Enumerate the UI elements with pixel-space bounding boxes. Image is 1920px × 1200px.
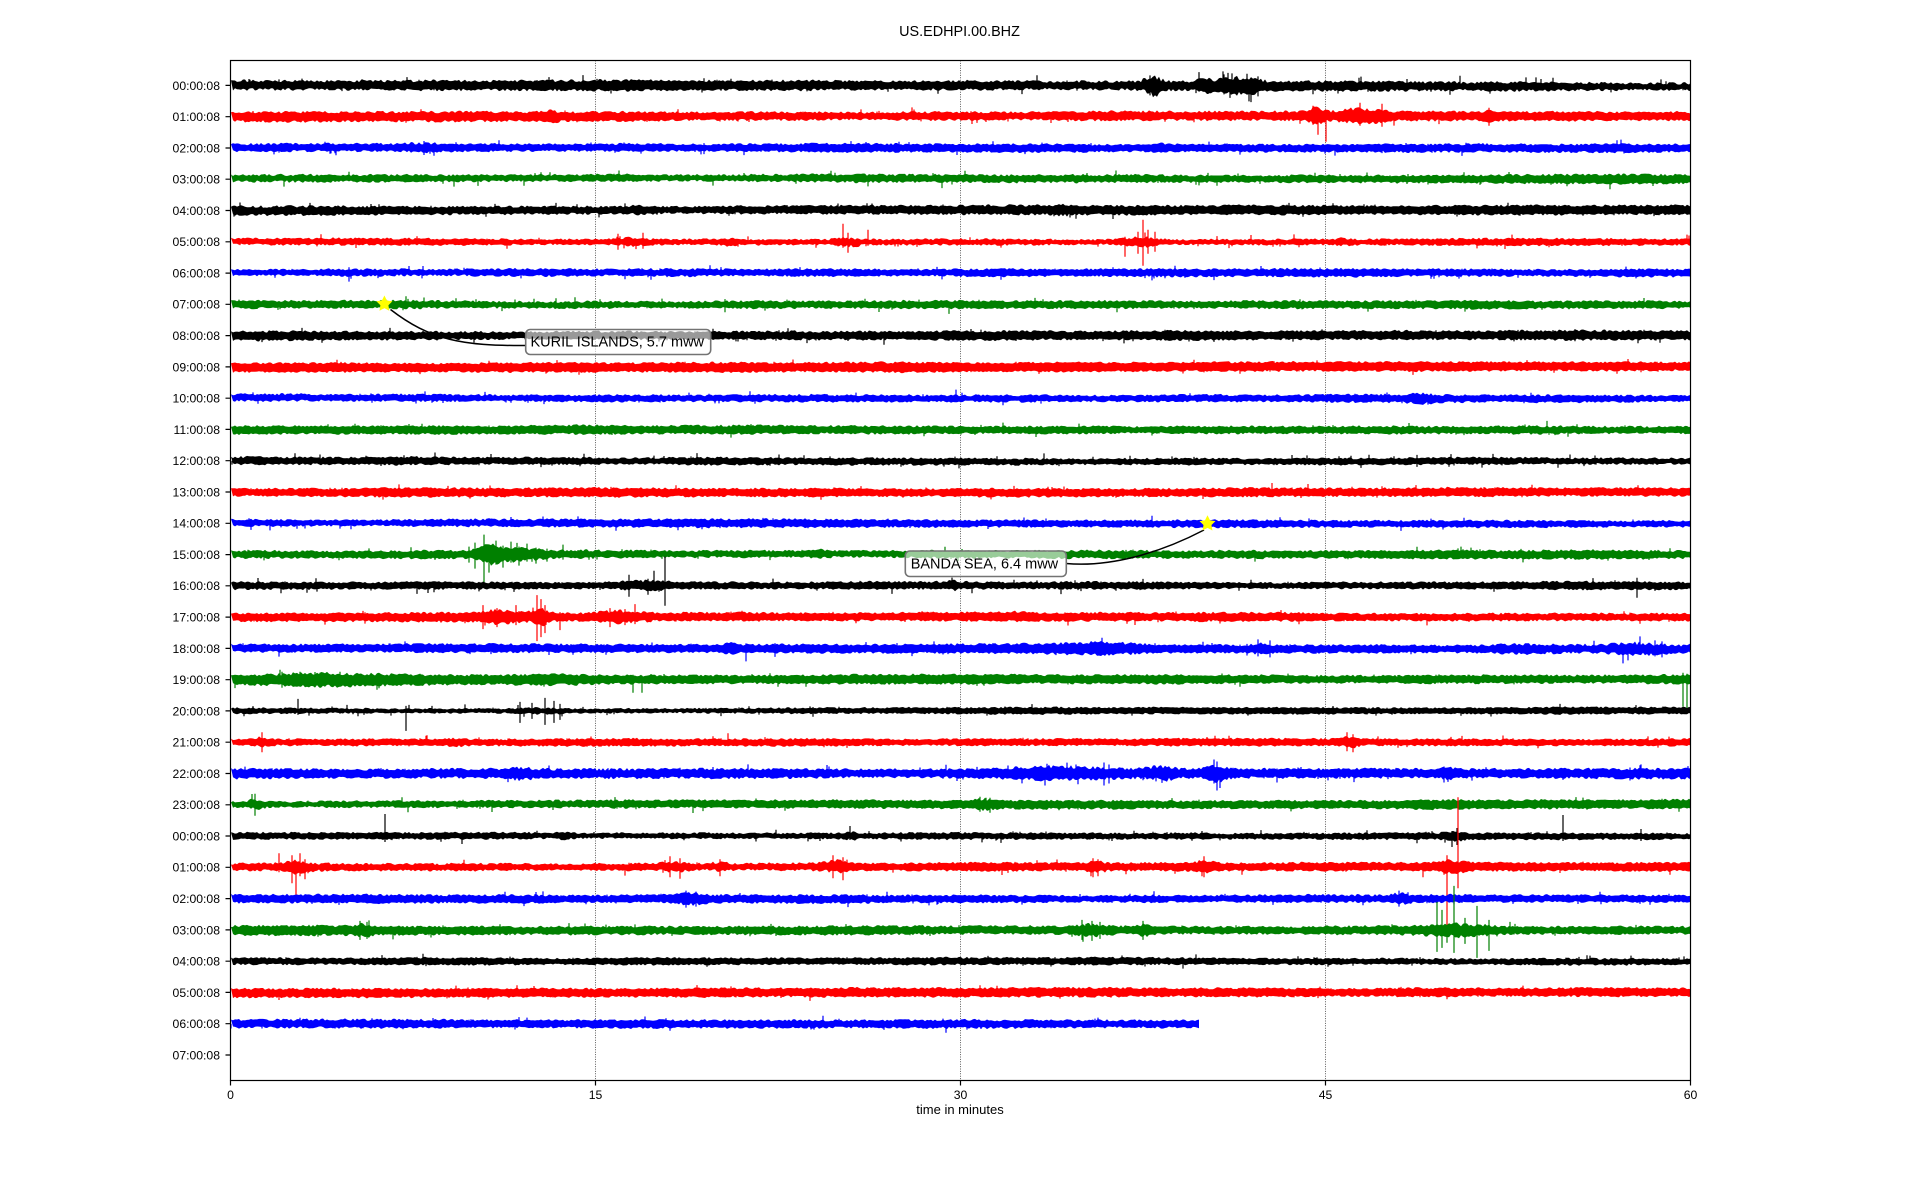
svg-text:04:00:08: 04:00:08 xyxy=(173,955,221,969)
svg-text:03:00:08: 03:00:08 xyxy=(173,173,221,187)
svg-text:US.EDHPI.00.BHZ: US.EDHPI.00.BHZ xyxy=(899,24,1020,40)
svg-text:23:00:08: 23:00:08 xyxy=(173,798,221,812)
svg-text:45: 45 xyxy=(1319,1088,1333,1102)
svg-text:12:00:08: 12:00:08 xyxy=(173,454,221,468)
svg-text:00:00:08: 00:00:08 xyxy=(173,829,221,843)
svg-text:08:00:08: 08:00:08 xyxy=(173,329,221,343)
svg-text:22:00:08: 22:00:08 xyxy=(173,767,221,781)
svg-text:19:00:08: 19:00:08 xyxy=(173,673,221,687)
svg-text:30: 30 xyxy=(954,1088,968,1102)
svg-text:time in minutes: time in minutes xyxy=(916,1102,1004,1117)
svg-text:15:00:08: 15:00:08 xyxy=(173,548,221,562)
svg-text:06:00:08: 06:00:08 xyxy=(173,1017,221,1031)
svg-text:15: 15 xyxy=(589,1088,603,1102)
svg-text:KURIL ISLANDS, 5.7 mww: KURIL ISLANDS, 5.7 mww xyxy=(531,334,705,350)
svg-text:13:00:08: 13:00:08 xyxy=(173,485,221,499)
svg-text:07:00:08: 07:00:08 xyxy=(173,1048,221,1062)
svg-text:17:00:08: 17:00:08 xyxy=(173,611,221,625)
svg-text:00:00:08: 00:00:08 xyxy=(173,79,221,93)
svg-text:07:00:08: 07:00:08 xyxy=(173,298,221,312)
svg-text:14:00:08: 14:00:08 xyxy=(173,517,221,531)
svg-text:09:00:08: 09:00:08 xyxy=(173,360,221,374)
svg-text:60: 60 xyxy=(1684,1088,1698,1102)
svg-text:0: 0 xyxy=(227,1088,234,1102)
svg-text:02:00:08: 02:00:08 xyxy=(173,141,221,155)
svg-text:03:00:08: 03:00:08 xyxy=(173,923,221,937)
svg-text:01:00:08: 01:00:08 xyxy=(173,110,221,124)
svg-text:04:00:08: 04:00:08 xyxy=(173,204,221,218)
svg-text:10:00:08: 10:00:08 xyxy=(173,392,221,406)
svg-text:02:00:08: 02:00:08 xyxy=(173,892,221,906)
svg-text:20:00:08: 20:00:08 xyxy=(173,704,221,718)
svg-text:21:00:08: 21:00:08 xyxy=(173,736,221,750)
svg-text:01:00:08: 01:00:08 xyxy=(173,861,221,875)
svg-text:05:00:08: 05:00:08 xyxy=(173,986,221,1000)
svg-text:16:00:08: 16:00:08 xyxy=(173,579,221,593)
svg-text:11:00:08: 11:00:08 xyxy=(173,423,220,437)
svg-text:BANDA SEA, 6.4 mww: BANDA SEA, 6.4 mww xyxy=(911,556,1059,572)
svg-text:06:00:08: 06:00:08 xyxy=(173,267,221,281)
svg-text:18:00:08: 18:00:08 xyxy=(173,642,221,656)
svg-text:05:00:08: 05:00:08 xyxy=(173,235,221,249)
